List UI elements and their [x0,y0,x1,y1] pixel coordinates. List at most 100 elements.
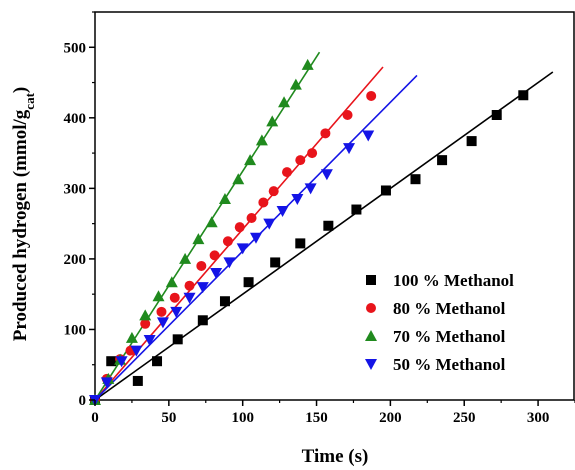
data-point-series-3 [170,306,183,318]
x-tick-label: 200 [379,410,402,426]
data-point-series-1 [169,292,180,303]
plot-area-frame [94,11,575,401]
y-tick-label: 300 [64,181,87,197]
data-point-series-0 [132,375,143,386]
data-point-series-1 [234,222,245,233]
legend-label-2: 70 % Methanol [393,327,506,346]
legend: 100 % Methanol 80 % Methanol 70 % Methanol… [365,271,514,374]
data-point-series-1 [156,306,167,317]
data-point-series-3 [276,205,289,217]
data-point-series-2 [205,216,218,228]
x-tick-label: 250 [453,410,476,426]
data-point-series-2 [232,173,245,185]
y-axis: 0 100 200 300 400 500 [64,11,95,409]
data-point-series-0 [219,296,230,307]
data-point-series-2 [179,252,192,264]
y-axis-title: Produced hydrogen (mmol/gcat) [10,87,37,341]
data-point-series-0 [380,185,391,196]
data-point-series-3 [210,268,223,280]
x-tick-label: 150 [305,410,328,426]
data-point-series-1 [342,109,353,120]
data-point-series-3 [320,169,333,181]
data-point-series-3 [291,193,304,205]
x-tick-label: 300 [527,410,550,426]
data-point-series-0 [172,334,183,345]
y-axis-title-close: ) [10,87,31,93]
data-point-series-1 [268,186,279,197]
data-point-series-0 [351,204,362,215]
data-point-series-2 [255,134,268,146]
data-point-series-0 [243,277,254,288]
data-point-series-0 [197,315,208,326]
y-tick-label: 0 [79,393,87,409]
data-point-series-2 [139,309,152,321]
data-point-series-3 [183,292,196,304]
legend-label-3: 50 % Methanol [393,355,506,374]
data-point-series-3 [249,232,262,244]
data-point-series-0 [270,257,281,268]
data-point-series-3 [196,282,209,294]
data-point-series-0 [152,356,163,367]
legend-marker-0 [366,275,376,285]
data-point-series-1 [366,90,377,101]
data-point-series-1 [246,212,257,223]
data-point-series-3 [343,143,356,155]
legend-label-0: 100 % Methanol [393,271,514,290]
data-point-series-1 [320,128,331,139]
legend-marker-1 [366,303,376,313]
data-point-series-3 [223,257,236,269]
data-point-series-1 [258,197,269,208]
y-tick-label: 400 [64,111,87,127]
x-axis: 0 50 100 150 200 250 300 [91,400,575,426]
data-point-series-3 [236,243,249,255]
y-tick-label: 200 [64,252,87,268]
data-point-series-0 [323,220,334,231]
data-point-series-3 [130,345,143,357]
data-point-series-0 [410,174,421,185]
data-point-series-3 [115,356,128,368]
data-point-series-0 [466,136,477,147]
data-point-series-1 [209,250,220,261]
legend-label-1: 80 % Methanol [393,299,506,318]
data-point-series-2 [301,58,314,70]
legend-marker-2 [365,330,377,341]
data-point-series-1 [307,148,318,159]
data-point-series-0 [518,90,529,101]
data-point-series-2 [244,154,257,166]
data-point-series-3 [100,377,113,389]
x-tick-label: 0 [91,410,99,426]
data-point-series-2 [278,96,291,108]
data-point-series-1 [184,280,195,291]
x-tick-label: 50 [161,410,176,426]
data-markers [89,58,529,406]
fit-line-series-1 [94,66,384,401]
data-point-series-3 [143,335,156,347]
data-point-series-0 [295,238,306,249]
data-point-series-2 [192,233,205,245]
data-point-series-3 [156,317,169,329]
y-tick-label: 100 [64,322,87,338]
data-point-series-3 [263,218,276,230]
fit-line-series-0 [94,71,554,401]
data-point-series-1 [282,167,292,178]
data-point-series-0 [106,356,117,367]
data-point-series-3 [304,183,317,195]
data-point-series-0 [491,109,502,120]
data-point-series-2 [218,192,231,204]
data-point-series-2 [152,290,165,302]
data-point-series-2 [289,78,302,90]
data-point-series-1 [196,260,207,271]
legend-marker-3 [365,359,377,370]
data-point-series-2 [266,115,279,127]
y-tick-label: 500 [64,40,87,56]
x-tick-label: 100 [231,410,254,426]
data-point-series-2 [165,276,178,288]
y-axis-title-main: Produced hydrogen (mmol/g [10,109,31,341]
data-point-series-1 [222,236,233,247]
x-axis-title: Time (s) [302,446,369,467]
data-point-series-0 [437,155,448,166]
data-point-series-2 [125,331,138,343]
data-point-series-1 [140,318,151,329]
data-point-series-1 [295,155,306,166]
